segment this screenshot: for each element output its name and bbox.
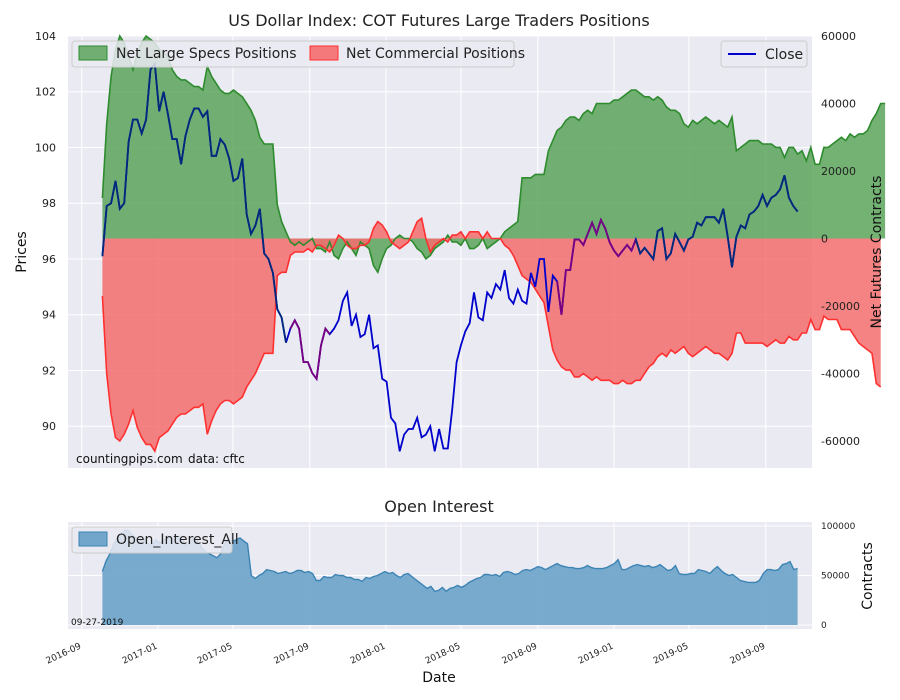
left-tick-label: 102 <box>35 86 56 99</box>
left-tick-label: 104 <box>35 30 56 43</box>
main-legend-right: Close <box>720 40 808 68</box>
open-interest-line <box>101 529 798 593</box>
date-tick-label: 2019-09 <box>729 642 768 667</box>
left-axis-label: Prices <box>14 231 30 272</box>
report-date-note: 09-27-2019 <box>71 618 124 628</box>
right-tick-label: 40000 <box>821 98 856 111</box>
oi-legend: Open_Interest_All <box>71 526 239 554</box>
oi-tick-label: 100000 <box>821 522 856 532</box>
right-tick-label: -20000 <box>821 300 860 313</box>
oi-tick-label: 50000 <box>821 572 850 582</box>
net-large-specs-line <box>101 34 886 275</box>
close-price-line-segment <box>101 61 287 343</box>
right-axis-label: Net Futures Contracts <box>869 176 885 329</box>
legend-left-frame <box>71 40 515 68</box>
close-price-line-segment <box>556 217 637 315</box>
main-legend-left: Net Large Specs Positions Net Commercial… <box>71 40 525 68</box>
date-tick-label: 2016-09 <box>45 642 84 667</box>
date-tick-label: 2018-05 <box>424 642 462 667</box>
oi-legend-swatch <box>78 531 108 547</box>
data-annotation: data: cftc <box>188 452 245 466</box>
oi-tick-label: 0 <box>821 621 827 631</box>
right-axis-ticks: -60000 -40000 -20000 0 20000 40000 60000 <box>821 30 860 448</box>
right-tick-label: 60000 <box>821 30 856 43</box>
main-chart-title: US Dollar Index: COT Futures Large Trade… <box>228 11 649 30</box>
date-axis-label: Date <box>422 670 455 686</box>
net-commercial-area <box>102 218 881 452</box>
left-axis-ticks: 90 92 94 96 98 100 102 104 <box>35 30 56 433</box>
oi-axis-label: Contracts <box>860 542 876 610</box>
close-price-line-segment <box>634 175 799 268</box>
left-tick-label: 94 <box>42 309 56 322</box>
open-interest-area <box>102 530 798 625</box>
date-tick-label: 2018-01 <box>349 642 387 667</box>
left-tick-label: 92 <box>42 364 56 377</box>
legend-close-label: Close <box>765 47 803 63</box>
net-commercial-line <box>101 216 882 453</box>
left-tick-label: 98 <box>42 197 56 210</box>
oi-chart-title: Open Interest <box>384 497 493 516</box>
date-tick-label: 2019-01 <box>577 642 615 667</box>
oi-legend-frame <box>71 526 233 554</box>
right-tick-label: 20000 <box>821 165 856 178</box>
close-price-line-segment <box>289 318 331 382</box>
right-tick-label: -40000 <box>821 368 860 381</box>
left-tick-label: 96 <box>42 253 56 266</box>
date-tick-label: 2017-05 <box>196 642 234 667</box>
date-tick-label: 2019-05 <box>652 642 690 667</box>
left-tick-label: 90 <box>42 420 56 433</box>
legend-specs-label: Net Large Specs Positions <box>116 46 297 62</box>
net-large-specs-area <box>102 36 886 273</box>
source-annotation: countingpips.com <box>76 452 183 466</box>
date-axis-ticks: 2016-09 2017-01 2017-05 2017-09 2018-01 2018-… <box>45 642 768 667</box>
legend-specs-swatch <box>78 45 108 61</box>
oi-right-axis-ticks: 0 50000 100000 <box>821 522 856 631</box>
left-tick-label: 100 <box>35 141 56 154</box>
date-tick-label: 2017-01 <box>121 642 159 667</box>
legend-commercial-label: Net Commercial Positions <box>346 46 525 62</box>
legend-right-frame <box>720 40 808 68</box>
legend-commercial-swatch <box>309 45 339 61</box>
main-series-layer <box>101 34 886 453</box>
oi-legend-label: Open_Interest_All <box>116 532 239 548</box>
right-tick-label: 0 <box>821 233 828 246</box>
date-tick-label: 2018-09 <box>501 642 540 667</box>
oi-series-layer <box>101 529 798 625</box>
date-tick-label: 2017-09 <box>273 642 312 667</box>
right-tick-label: -60000 <box>821 435 860 448</box>
